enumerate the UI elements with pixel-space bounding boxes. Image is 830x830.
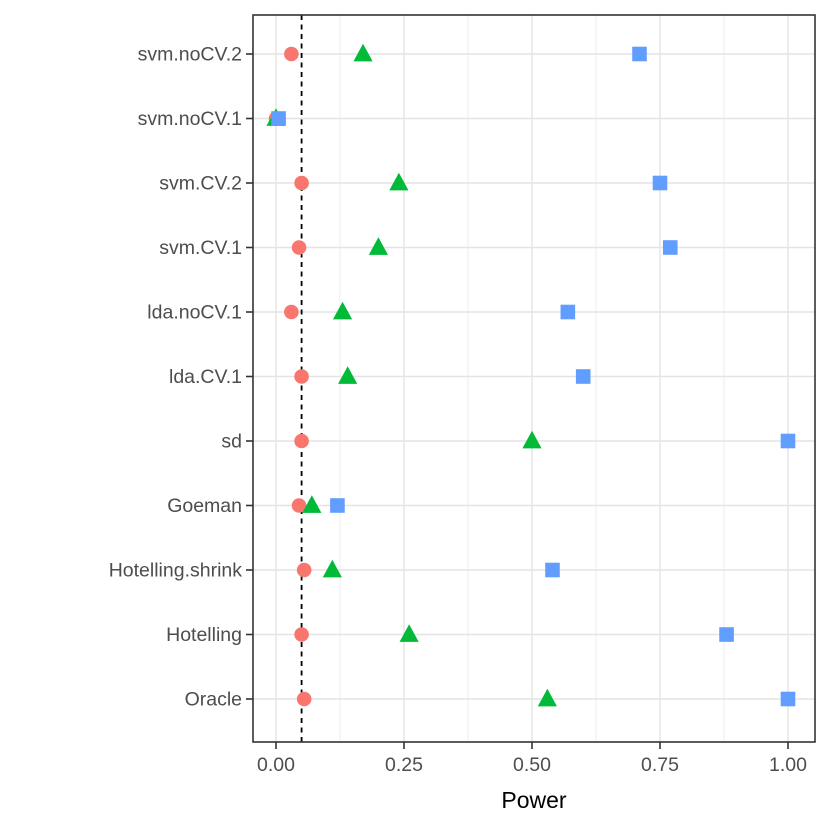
data-point-circle xyxy=(294,627,309,642)
data-point-circle xyxy=(284,46,299,62)
data-point-square xyxy=(545,562,560,578)
x-tick-label: 0.00 xyxy=(257,754,295,776)
data-point-triangle xyxy=(332,301,353,320)
data-point-square xyxy=(575,369,591,384)
data-point-triangle xyxy=(537,688,557,707)
data-point-triangle xyxy=(302,495,322,513)
data-point-square xyxy=(330,498,345,513)
data-point-square xyxy=(632,46,647,62)
data-point-square xyxy=(271,111,286,126)
data-point-triangle xyxy=(522,430,542,449)
data-point-circle xyxy=(291,240,307,255)
y-axis-label: Hotelling.shrink xyxy=(109,560,243,582)
y-axis-label: svm.CV.2 xyxy=(159,173,242,195)
y-axis-label: lda.noCV.1 xyxy=(147,302,242,324)
y-axis-label: lda.CV.1 xyxy=(169,366,242,388)
data-point-circle xyxy=(296,691,312,707)
y-axis-label: Hotelling xyxy=(166,624,242,646)
data-point-circle xyxy=(294,369,309,384)
data-point-triangle xyxy=(353,43,373,62)
data-point-square xyxy=(780,433,796,449)
data-point-triangle xyxy=(368,237,388,255)
x-axis-title: Power xyxy=(501,787,567,813)
data-point-triangle xyxy=(322,559,342,578)
data-point-triangle xyxy=(399,624,419,642)
panel-border xyxy=(252,14,816,743)
data-point-square xyxy=(780,691,796,707)
y-axis-label: sd xyxy=(221,431,242,453)
y-axis-label: Goeman xyxy=(167,495,242,517)
data-point-circle xyxy=(291,498,307,513)
data-point-square xyxy=(652,175,668,191)
data-point-square xyxy=(719,627,734,642)
x-tick-label: 0.75 xyxy=(641,754,679,776)
y-axis-label: svm.CV.1 xyxy=(159,237,242,259)
y-axis-label: svm.noCV.1 xyxy=(138,108,242,130)
data-point-triangle xyxy=(338,366,358,384)
y-axis-label: svm.noCV.2 xyxy=(138,44,242,66)
data-point-circle xyxy=(284,304,299,320)
data-point-circle xyxy=(294,433,309,449)
x-tick-label: 0.50 xyxy=(513,754,551,776)
data-point-circle xyxy=(294,175,309,191)
x-tick-label: 1.00 xyxy=(769,754,807,776)
y-axis-label: Oracle xyxy=(185,689,242,711)
data-point-circle xyxy=(296,562,312,578)
x-tick-label: 0.25 xyxy=(385,754,423,776)
data-point-square xyxy=(560,304,576,320)
data-point-triangle xyxy=(389,172,409,191)
data-point-square xyxy=(662,240,678,255)
